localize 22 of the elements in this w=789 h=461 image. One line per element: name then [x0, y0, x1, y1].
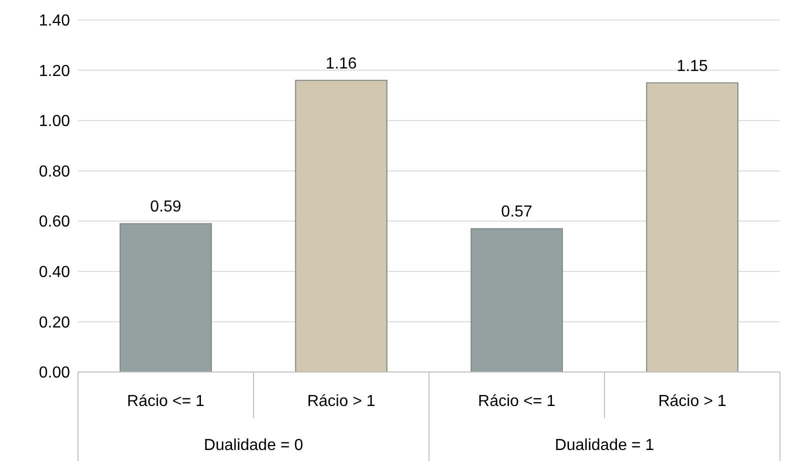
data-label: 0.59	[150, 198, 182, 216]
bar	[470, 228, 563, 372]
data-label: 1.16	[326, 55, 357, 72]
y-tick-label: 1.00	[38, 113, 70, 130]
x-tick-label: Rácio > 1	[307, 393, 376, 410]
bar	[120, 223, 212, 372]
y-tick-label: 1.40	[38, 12, 70, 30]
x-tick-label: Rácio <= 1	[478, 393, 556, 410]
x-tick-label: Rácio > 1	[658, 393, 726, 410]
y-tick-label: 0.40	[38, 264, 70, 282]
y-tick-label: 0.20	[38, 314, 70, 332]
data-label: 0.57	[501, 204, 532, 221]
y-tick-label: 0.00	[38, 364, 70, 382]
text: Dualidade = 1	[554, 437, 654, 454]
y-tick-label: 0.60	[38, 214, 70, 231]
y-tick-label: 0.80	[38, 163, 70, 180]
y-tick-label: 1.20	[38, 62, 70, 80]
bar	[295, 80, 388, 372]
text: Dualidade = 0	[204, 437, 304, 454]
data-label: 1.15	[676, 58, 708, 75]
bar	[646, 82, 738, 372]
x-tick-label: Rácio <= 1	[127, 393, 205, 410]
